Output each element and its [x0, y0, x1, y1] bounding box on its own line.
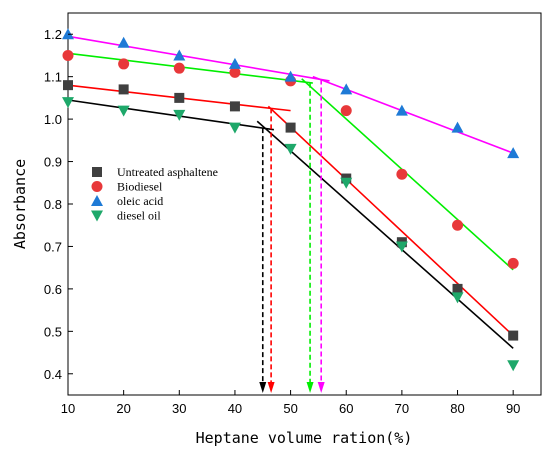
- x-tick-label: 60: [339, 401, 353, 416]
- breakpoint-arrows: [259, 79, 325, 393]
- fit-line: [267, 105, 514, 337]
- axis-ticks: 10 20 30 40 50 60 70 80 90 0.4 0.5 0.6 0.7 0.8 0.9 1.0 1…: [44, 27, 520, 416]
- data-point: [395, 104, 408, 116]
- data-point: [285, 122, 296, 133]
- data-point: [173, 62, 185, 74]
- x-tick-label: 20: [116, 401, 130, 416]
- data-point: [228, 122, 241, 134]
- breakpoint-arrow-head: [306, 382, 314, 393]
- data-point: [507, 257, 519, 269]
- data-point: [508, 330, 519, 341]
- data-point: [174, 92, 185, 103]
- fit-line: [67, 52, 313, 84]
- data-point: [507, 147, 520, 159]
- data-point: [340, 177, 353, 189]
- y-tick-label: 1.0: [44, 112, 62, 127]
- data-point: [118, 84, 129, 95]
- data-point: [173, 109, 186, 121]
- y-tick-label: 1.1: [44, 70, 62, 85]
- data-point: [173, 49, 186, 61]
- data-point: [62, 97, 74, 109]
- data-point: [229, 66, 241, 78]
- x-tick-label: 90: [506, 401, 520, 416]
- y-tick-label: 0.5: [44, 324, 62, 339]
- x-tick-label: 70: [395, 401, 409, 416]
- data-point: [117, 105, 130, 117]
- fit-line: [256, 120, 514, 349]
- legend-label: diesel oil: [117, 209, 161, 223]
- fit-line: [301, 78, 514, 271]
- legend-label: oleic acid: [117, 194, 163, 208]
- legend-label: Untreated asphaltene: [117, 165, 218, 179]
- y-tick-label: 0.6: [44, 282, 62, 297]
- data-point: [452, 219, 464, 231]
- data-point: [229, 101, 240, 112]
- fit-line: [67, 35, 330, 82]
- x-tick-label: 30: [172, 401, 186, 416]
- data-point: [117, 36, 130, 48]
- y-tick-label: 0.7: [44, 239, 62, 254]
- data-point: [395, 241, 408, 253]
- data-point: [451, 292, 464, 304]
- legend-marker: [91, 195, 103, 206]
- breakpoint-arrow-head: [259, 382, 267, 393]
- y-tick-label: 0.4: [44, 367, 62, 382]
- y-axis-title: Absorbance: [11, 159, 29, 249]
- data-point: [118, 58, 130, 70]
- y-tick-label: 0.9: [44, 155, 62, 170]
- data-point: [396, 168, 408, 180]
- legend-marker: [92, 167, 102, 177]
- x-tick-label: 10: [61, 401, 75, 416]
- x-tick-label: 50: [283, 401, 297, 416]
- data-point: [507, 360, 520, 372]
- y-tick-label: 0.8: [44, 197, 62, 212]
- data-point: [340, 83, 353, 95]
- data-point: [284, 70, 297, 82]
- data-point: [452, 283, 463, 294]
- x-axis-title: Heptane volume ration(%): [196, 429, 413, 447]
- data-point: [284, 143, 297, 155]
- x-tick-label: 80: [450, 401, 464, 416]
- legend-marker: [91, 181, 103, 192]
- data-point: [63, 80, 73, 91]
- breakpoint-arrow-head: [317, 382, 325, 393]
- x-tick-label: 40: [228, 401, 242, 416]
- data-point: [340, 105, 352, 117]
- breakpoint-arrow-head: [267, 382, 275, 393]
- legend-marker: [91, 210, 103, 222]
- legend-label: Biodiesel: [117, 180, 163, 194]
- data-point: [228, 57, 241, 69]
- y-tick-label: 1.2: [44, 27, 62, 42]
- data-points: [62, 28, 520, 372]
- data-point: [451, 121, 464, 133]
- data-point: [62, 49, 74, 61]
